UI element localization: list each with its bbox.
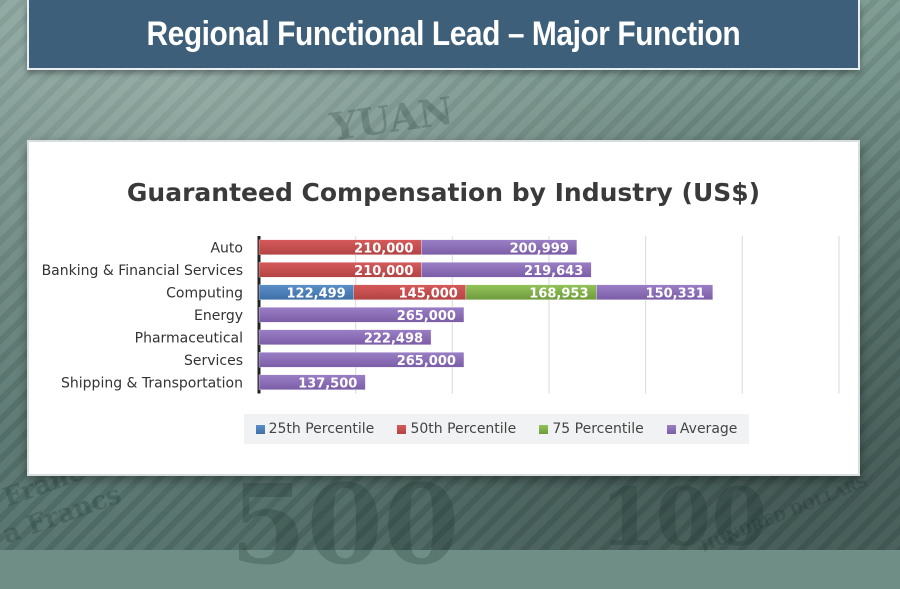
legend-label: Average [679, 421, 738, 437]
legend-item: 50th Percentile [397, 421, 516, 437]
bar-average [258, 374, 366, 390]
chart-panel: Guaranteed Compensation by Industry (US$… [27, 140, 860, 476]
category-label: Services [184, 353, 243, 369]
legend-swatch [255, 424, 265, 434]
data-label: 265,000 [397, 309, 456, 324]
data-label: 265,000 [397, 354, 456, 369]
category-label: Auto [210, 240, 243, 256]
legend-label: 50th Percentile [410, 421, 517, 437]
chart-legend: 25th Percentile 50th Percentile 75 Percent… [244, 414, 749, 444]
data-label: 145,000 [399, 286, 458, 301]
data-label: 222,498 [364, 331, 423, 346]
legend-swatch [666, 424, 676, 434]
data-label: 210,000 [354, 264, 413, 279]
category-label: Pharmaceutical [135, 330, 243, 346]
bar-average [258, 329, 432, 345]
legend-item: Average [666, 421, 738, 437]
category-label: Shipping & Transportation [61, 375, 243, 391]
title-banner: Regional Functional Lead – Major Functio… [27, 0, 860, 70]
data-label: 210,000 [354, 241, 413, 256]
data-label: 122,499 [287, 286, 346, 301]
chart-title: Guaranteed Compensation by Industry (US$… [126, 178, 761, 207]
legend-swatch [397, 424, 407, 434]
bar-average [421, 239, 578, 255]
chart-plot: Auto 210,000 200,999 Banking & Financial Se… [42, 236, 840, 394]
legend-item: 75 Percentile [539, 421, 644, 437]
category-label: Banking & Financial Services [42, 263, 243, 279]
page-title: Regional Functional Lead – Major Functio… [146, 14, 741, 53]
bar-average [596, 284, 714, 300]
data-label: 137,500 [298, 376, 357, 391]
legend-item: 25th Percentile [255, 421, 375, 437]
bar-average [258, 352, 465, 368]
bar-average [421, 262, 592, 278]
legend-swatch [539, 424, 549, 434]
category-label: Energy [194, 308, 243, 324]
data-label: 168,953 [529, 286, 588, 301]
data-label: 219,643 [524, 264, 583, 279]
legend-label: 75 Percentile [552, 421, 644, 437]
bar-average [258, 307, 465, 323]
legend-label: 25th Percentile [268, 421, 375, 437]
data-label: 200,999 [510, 241, 569, 256]
data-label: 150,331 [646, 286, 705, 301]
category-label: Computing [166, 285, 243, 301]
